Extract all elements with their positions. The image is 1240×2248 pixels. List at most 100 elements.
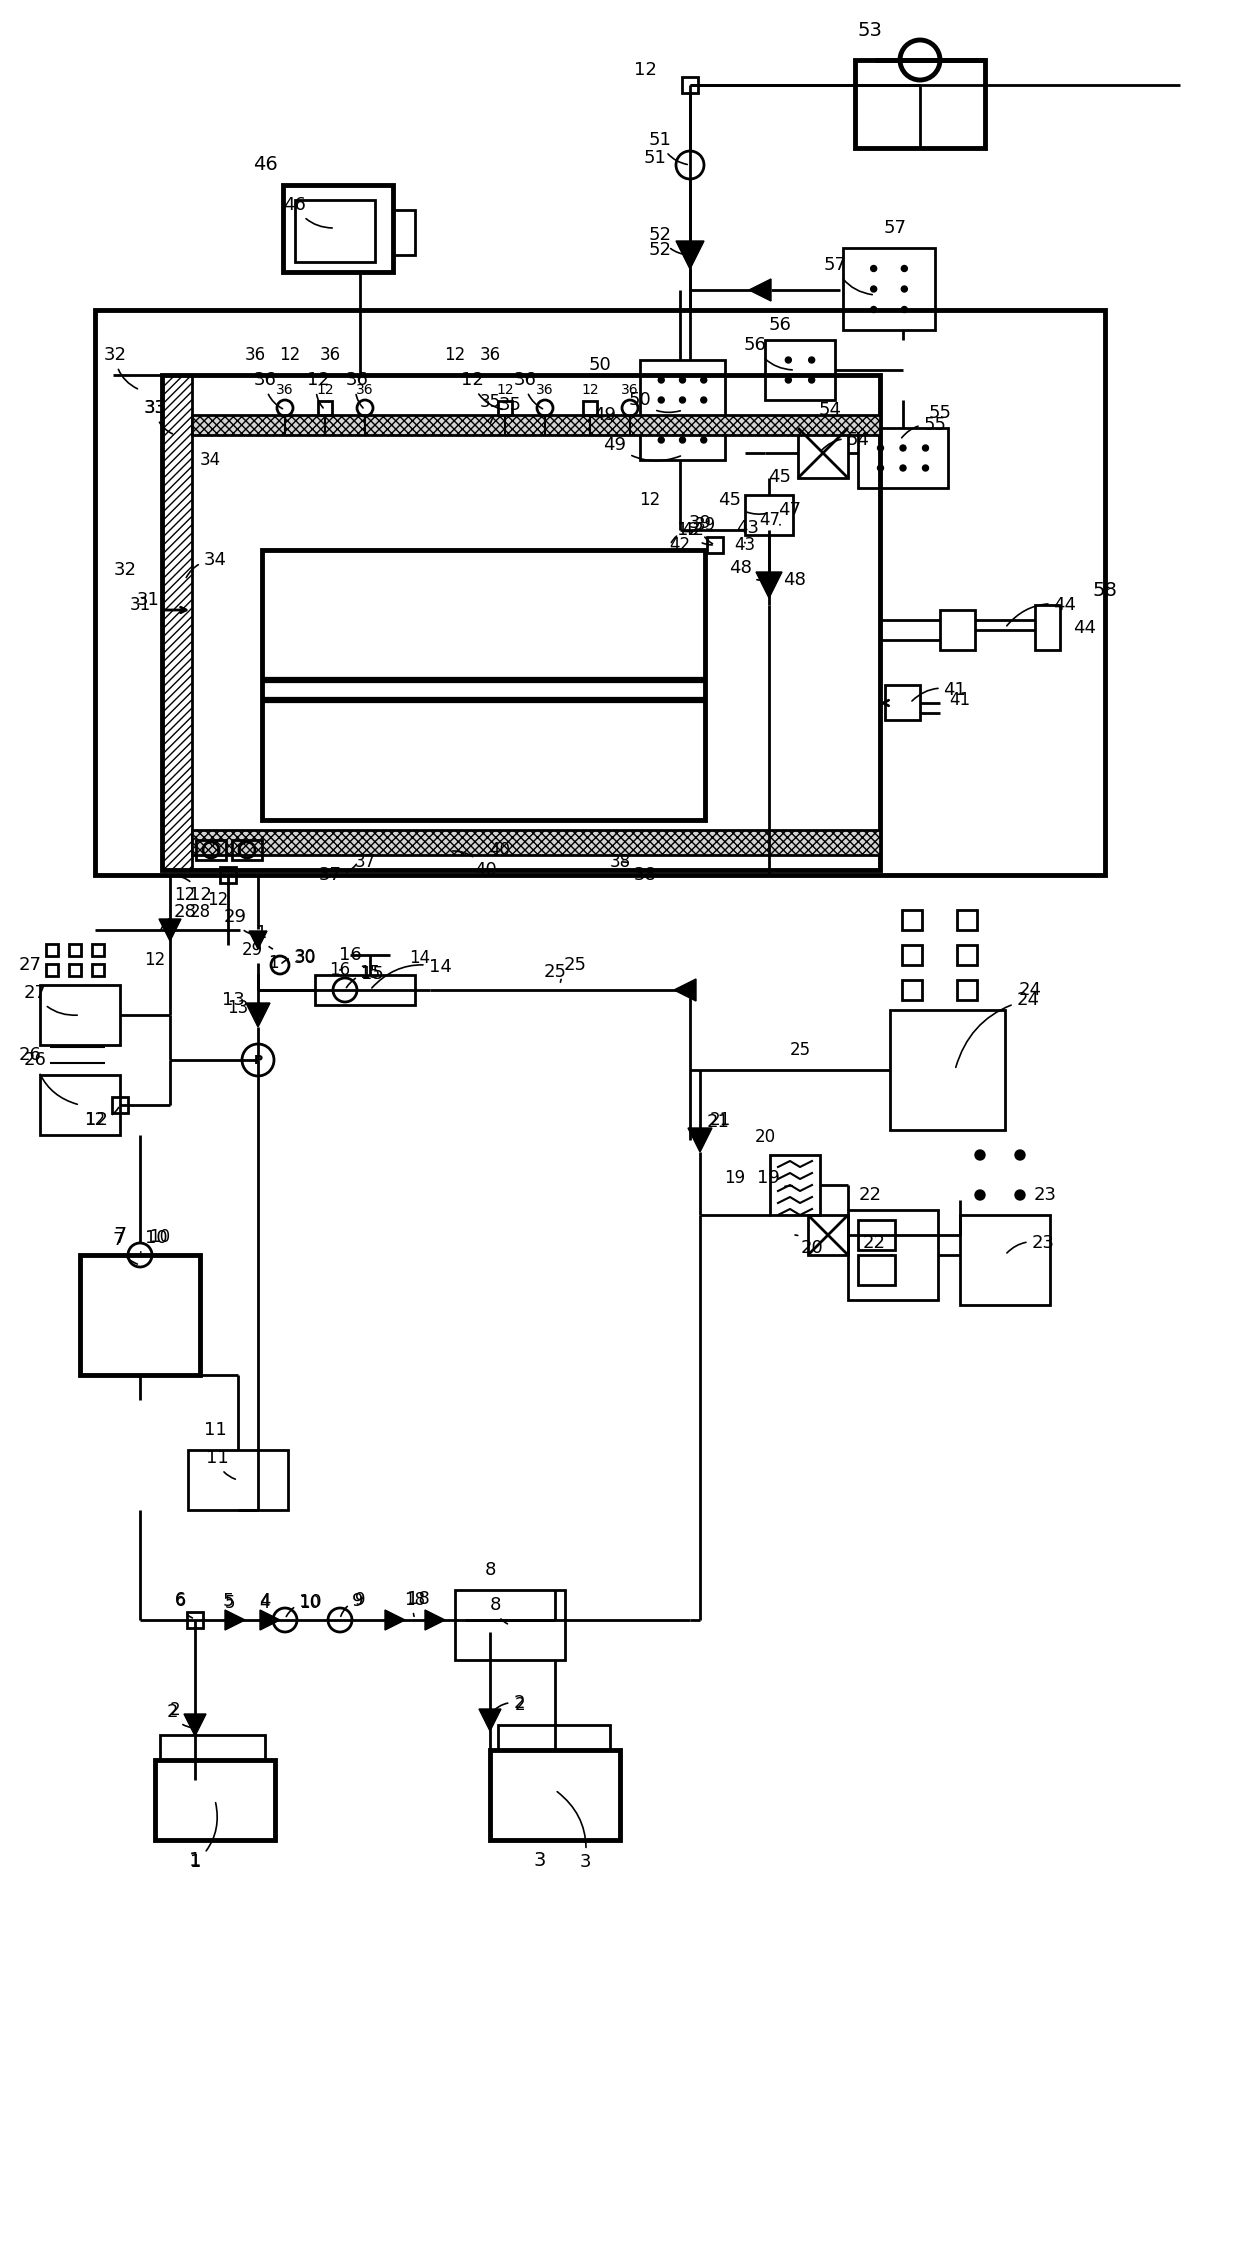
Text: 51: 51 — [649, 130, 687, 164]
Bar — [40, 985, 120, 1045]
Text: 18: 18 — [404, 1592, 425, 1610]
Bar — [858, 1254, 895, 1286]
Text: 21: 21 — [709, 1111, 730, 1128]
Text: 54: 54 — [822, 432, 869, 450]
Text: 1: 1 — [190, 1803, 217, 1870]
Text: 37: 37 — [319, 863, 356, 883]
Circle shape — [701, 398, 707, 402]
Bar — [490, 1749, 620, 1841]
Bar — [187, 1612, 203, 1628]
Text: 3: 3 — [557, 1792, 590, 1870]
Text: 29: 29 — [223, 908, 252, 935]
Text: 33: 33 — [144, 398, 172, 434]
Text: 12: 12 — [444, 346, 466, 364]
Text: 6: 6 — [175, 1592, 185, 1610]
Text: 11: 11 — [206, 1450, 236, 1479]
Bar — [848, 1209, 937, 1299]
Circle shape — [680, 398, 686, 402]
Text: 52: 52 — [649, 241, 672, 259]
Polygon shape — [260, 1610, 280, 1630]
Text: 7: 7 — [113, 1232, 138, 1263]
Text: 1: 1 — [268, 953, 278, 971]
Bar — [799, 427, 848, 479]
Text: 12: 12 — [634, 61, 656, 79]
Text: 38: 38 — [609, 852, 631, 870]
Bar — [707, 537, 723, 553]
Bar — [232, 841, 262, 861]
Bar — [498, 1724, 610, 1749]
Bar — [770, 1155, 820, 1214]
Text: 23: 23 — [1007, 1234, 1054, 1252]
Text: 10: 10 — [140, 1230, 167, 1252]
Bar — [192, 416, 880, 436]
Circle shape — [923, 445, 929, 452]
Polygon shape — [159, 919, 181, 942]
Text: 32: 32 — [103, 346, 138, 389]
Text: 46: 46 — [253, 155, 278, 175]
Circle shape — [658, 436, 665, 443]
Circle shape — [808, 378, 815, 382]
Circle shape — [900, 445, 906, 452]
Bar — [455, 1589, 565, 1659]
Text: 21: 21 — [701, 1113, 729, 1137]
Text: 36: 36 — [244, 346, 265, 364]
Text: 36: 36 — [277, 382, 294, 398]
Polygon shape — [756, 571, 782, 598]
Text: 36: 36 — [536, 382, 554, 398]
Bar — [81, 1254, 200, 1376]
Text: 44: 44 — [1007, 596, 1076, 625]
Bar — [219, 868, 236, 883]
Circle shape — [701, 416, 707, 423]
Text: 22: 22 — [863, 1234, 893, 1254]
Text: 3: 3 — [533, 1850, 546, 1870]
Text: 56: 56 — [769, 317, 791, 335]
Text: 12: 12 — [175, 886, 196, 904]
Text: 15: 15 — [360, 964, 381, 982]
Text: 9: 9 — [355, 1592, 366, 1610]
Bar — [960, 1214, 1050, 1306]
Bar — [901, 980, 923, 1000]
Polygon shape — [675, 978, 696, 1000]
Bar — [858, 1221, 895, 1250]
Text: 41: 41 — [950, 690, 971, 708]
Circle shape — [701, 436, 707, 443]
Text: 12: 12 — [84, 1108, 119, 1128]
Text: 12: 12 — [306, 371, 330, 407]
Circle shape — [658, 416, 665, 423]
Text: 10: 10 — [286, 1594, 321, 1616]
Circle shape — [870, 306, 877, 312]
Circle shape — [701, 378, 707, 382]
Bar — [858, 427, 949, 488]
Bar — [69, 944, 81, 955]
Text: 8: 8 — [485, 1560, 496, 1578]
Text: 39: 39 — [694, 517, 715, 535]
Bar — [40, 1075, 120, 1135]
Text: 44: 44 — [1074, 618, 1096, 636]
Text: 37: 37 — [355, 852, 376, 870]
Text: 47: 47 — [779, 501, 801, 526]
Text: 43: 43 — [734, 535, 755, 553]
Text: 36: 36 — [480, 346, 501, 364]
Text: 35: 35 — [480, 393, 501, 411]
Circle shape — [878, 445, 883, 452]
Bar — [901, 944, 923, 964]
Bar — [890, 1009, 1004, 1131]
Polygon shape — [184, 1713, 206, 1735]
Bar — [808, 1214, 848, 1254]
Polygon shape — [676, 241, 704, 270]
Text: 26: 26 — [19, 1045, 41, 1063]
Text: 12: 12 — [144, 951, 166, 969]
Polygon shape — [246, 1003, 270, 1027]
Text: 48: 48 — [784, 571, 806, 589]
Text: 1: 1 — [188, 1850, 201, 1870]
Circle shape — [900, 465, 906, 472]
Text: 25: 25 — [560, 955, 587, 982]
Text: 35: 35 — [491, 396, 522, 423]
Text: 36: 36 — [621, 382, 639, 398]
Text: 43: 43 — [737, 519, 759, 544]
Bar — [957, 980, 977, 1000]
Text: 34: 34 — [200, 452, 221, 470]
Circle shape — [923, 465, 929, 472]
Text: 55: 55 — [901, 416, 946, 438]
Bar — [1035, 605, 1060, 650]
